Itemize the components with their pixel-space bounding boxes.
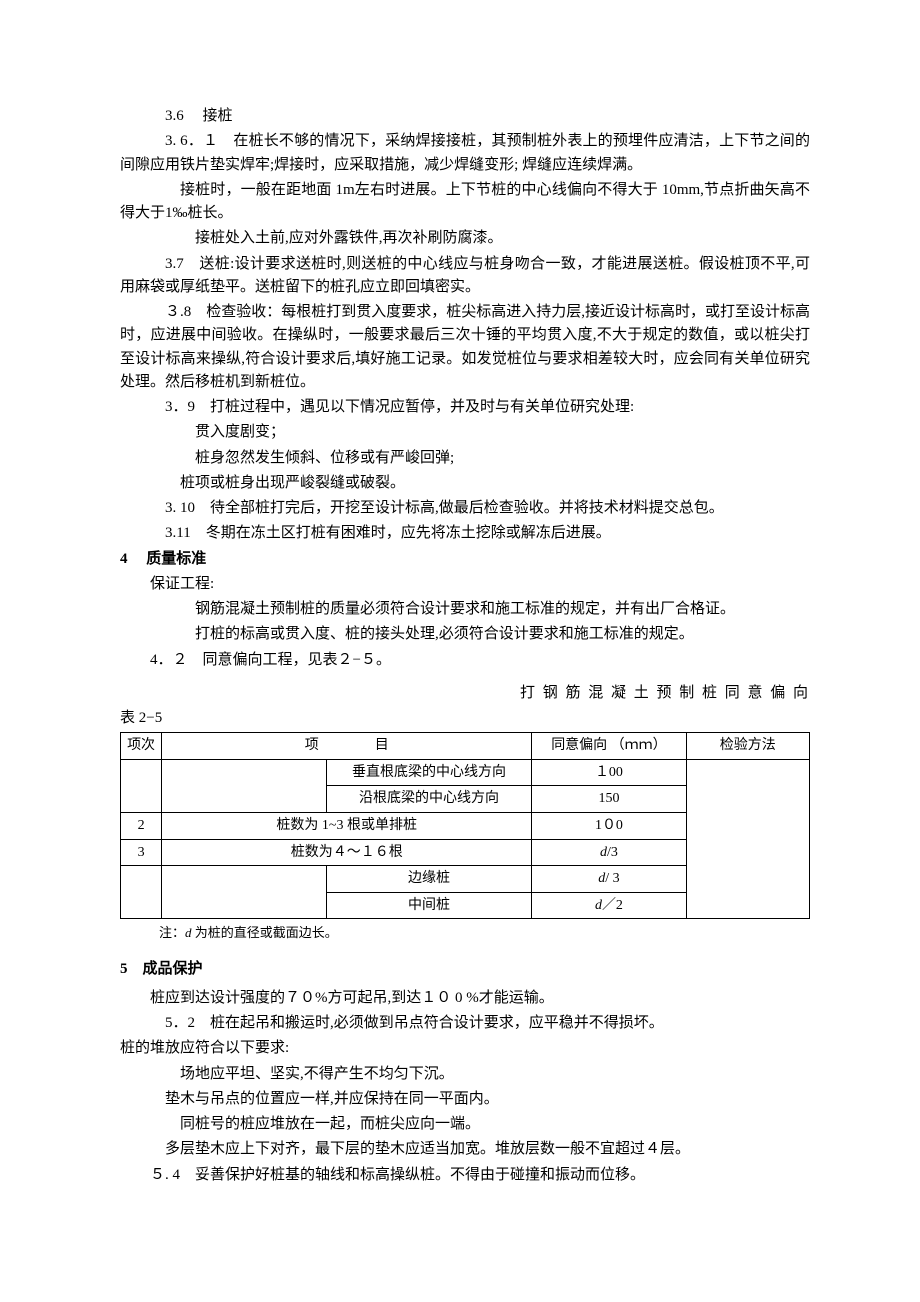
th-method: 检验方法: [686, 733, 809, 760]
cell-dev-2: 1０0: [532, 813, 686, 840]
section-5-heading: 5 成品保护: [120, 958, 810, 981]
cell-item-3: 桩数为４～１６根: [162, 839, 532, 866]
cell-dev-1b: 150: [532, 786, 686, 813]
cell-method: [686, 759, 809, 919]
para-3-11: 3.11 冬期在冻土区打桩有困难时，应先将冻土挖除或解冻后进展。: [120, 522, 810, 545]
para-4-2: 4．２ 同意偏向工程，见表２−５。: [120, 649, 810, 672]
para-3-6: 3.6 接桩: [120, 105, 810, 128]
table-row: 垂直根底梁的中心线方向 １00: [121, 759, 810, 786]
para-3-6-1c: 接桩处入土前,应对外露铁件,再次补刷防腐漆。: [120, 227, 810, 250]
italic-d: d: [600, 845, 607, 860]
th-item: 项 目: [162, 733, 532, 760]
para-5-3: 桩的堆放应符合以下要求:: [120, 1037, 810, 1060]
para-3-8: ３.8 检查验收：每根桩打到贯入度要求，桩尖标高进入持力层,接近设计标高时，或打…: [120, 301, 810, 394]
table-title: 打 钢 筋 混 凝 土 预 制 桩 同 意 偏 向: [120, 682, 810, 705]
para-3-7: 3.7 送桩:设计要求送桩时,则送桩的中心线应与桩身吻合一致，才能进展送桩。假设…: [120, 253, 810, 300]
table-header-row: 项次 项 目 同意偏向 （ｍｍ） 检验方法: [121, 733, 810, 760]
para-5-3a: 场地应平坦、坚实,不得产生不均匀下沉。: [120, 1063, 810, 1086]
note-prefix: 注：: [159, 925, 185, 940]
cell-dev-4a: d/ 3: [532, 866, 686, 893]
para-3-9c: 桩项或桩身出现严峻裂缝或破裂。: [120, 472, 810, 495]
cell-item-1: [162, 759, 327, 812]
cell-item-2: 桩数为 1~3 根或单排桩: [162, 813, 532, 840]
th-index: 项次: [121, 733, 162, 760]
th-deviation: 同意偏向 （ｍｍ）: [532, 733, 686, 760]
para-4-g1: 钢筋混凝土预制桩的质量必须符合设计要求和施工标准的规定，并有出厂合格证。: [120, 598, 810, 621]
para-5-3c: 同桩号的桩应堆放在一起，而桩尖应向一端。: [120, 1113, 810, 1136]
italic-d: d: [595, 898, 602, 913]
cell-sub-4a: 边缘桩: [326, 866, 532, 893]
italic-d: d: [598, 871, 605, 886]
deviation-table: 项次 项 目 同意偏向 （ｍｍ） 检验方法 垂直根底梁的中心线方向 １00 沿根…: [120, 732, 810, 919]
note-body: 为桩的直径或截面边长。: [192, 925, 338, 940]
para-3-9b: 桩身忽然发生倾斜、位移或有严峻回弹;: [120, 447, 810, 470]
cell-dev-4b: d／2: [532, 892, 686, 919]
para-3-6-1b: 接桩时，一般在距地面 1m左右时进展。上下节桩的中心线偏向不得大于 10mm,节…: [120, 179, 810, 226]
para-5-1: 桩应到达设计强度的７０%方可起吊,到达１０ 0 %才能运输。: [120, 987, 810, 1010]
cell-idx-3: 3: [121, 839, 162, 866]
cell-idx-4: [121, 866, 162, 919]
cell-dev-1a: １00: [532, 759, 686, 786]
cell-item-4: [162, 866, 327, 919]
para-3-6-1: 3. 6．１ 在桩长不够的情况下，采纳焊接接桩，其预制桩外表上的预埋件应清洁，上…: [120, 130, 810, 177]
cell-idx-1: [121, 759, 162, 812]
section-4-heading: 4 质量标准: [120, 548, 810, 571]
para-3-9a: 贯入度剧变；: [120, 421, 810, 444]
para-5-3d: 多层垫木应上下对齐，最下层的垫木应适当加宽。堆放层数一般不宜超过４层。: [120, 1138, 810, 1161]
cell-sub-1a: 垂直根底梁的中心线方向: [326, 759, 532, 786]
cell-dev-3: d/3: [532, 839, 686, 866]
cell-sub-4b: 中间桩: [326, 892, 532, 919]
para-3-9: 3．9 打桩过程中，遇见以下情况应暂停，并及时与有关单位研究处理:: [120, 396, 810, 419]
cell-sub-1b: 沿根底梁的中心线方向: [326, 786, 532, 813]
cell-idx-2: 2: [121, 813, 162, 840]
para-5-3b: 垫木与吊点的位置应一样,并应保持在同一平面内。: [120, 1088, 810, 1111]
document-page: 3.6 接桩 3. 6．１ 在桩长不够的情况下，采纳焊接接桩，其预制桩外表上的预…: [0, 0, 920, 1302]
para-5-2: 5．2 桩在起吊和搬运时,必须做到吊点符合设计要求，应平稳并不得损坏。: [120, 1012, 810, 1035]
para-5-4: ５. 4 妥善保护好桩基的轴线和标高操纵桩。不得由于碰撞和振动而位移。: [120, 1164, 810, 1187]
para-4-guarantee: 保证工程:: [120, 573, 810, 596]
table-label: 表 2−5: [120, 707, 810, 730]
para-3-10: 3. 10 待全部桩打完后，开挖至设计标高,做最后检查验收。并将技术材料提交总包…: [120, 497, 810, 520]
para-4-g2: 打桩的标高或贯入度、桩的接头处理,必须符合设计要求和施工标准的规定。: [120, 623, 810, 646]
table-note: 注：d 为桩的直径或截面边长。: [159, 923, 810, 943]
